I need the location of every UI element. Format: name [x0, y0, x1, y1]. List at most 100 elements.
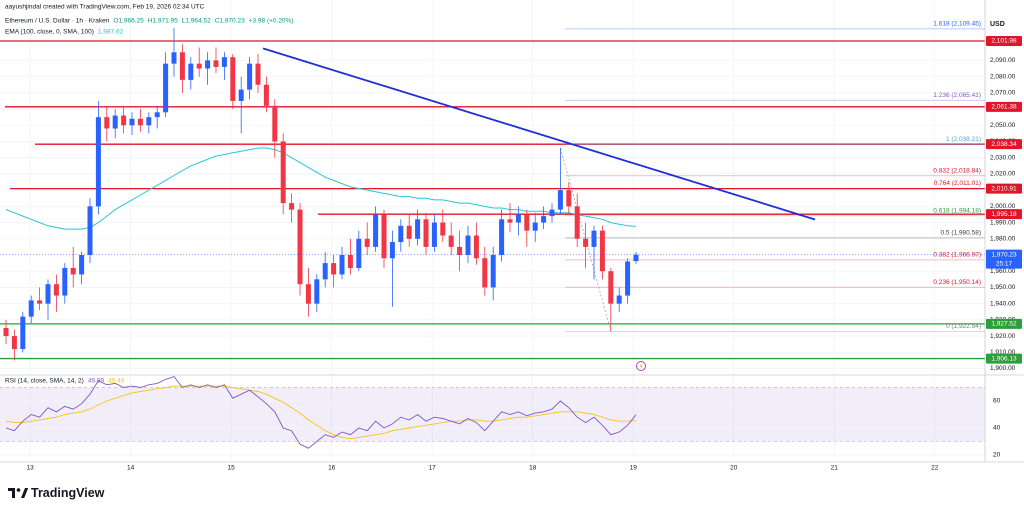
candle-body — [11, 336, 17, 350]
candle-body — [423, 219, 429, 247]
x-tick-label: 21 — [831, 465, 839, 472]
y-tick-label: 2,050.00 — [990, 122, 1016, 129]
y-tick-label: 1,960.00 — [990, 268, 1016, 275]
ohlc-label: C1,970.23 — [215, 18, 245, 25]
level-tag-label: 2,038.34 — [991, 141, 1017, 148]
candle-body — [129, 118, 135, 126]
candle-body — [406, 225, 412, 239]
level-tag-label: 1,995.18 — [991, 211, 1017, 218]
ema-value: 1,987.62 — [98, 29, 124, 36]
candle-body — [112, 115, 118, 129]
candle-body — [53, 284, 59, 296]
level-tag — [986, 353, 1022, 364]
currency: USD — [990, 21, 1005, 28]
y-tick-label: 1,940.00 — [990, 300, 1016, 307]
ohlc-label: H1,971.95 — [148, 18, 178, 25]
level-tag-label: 2,010.91 — [991, 185, 1017, 192]
rsi-legend: RSI (14, close, SMA, 14, 2) — [5, 378, 84, 385]
candle-body — [104, 117, 110, 129]
level-tag — [986, 35, 1022, 46]
x-tick-label: 18 — [529, 465, 537, 472]
y-tick-label: 1,910.00 — [990, 349, 1016, 356]
candle-body — [625, 261, 631, 296]
candle-body — [473, 235, 479, 259]
candle-body — [499, 219, 505, 255]
y-tick-label: 2,020.00 — [990, 171, 1016, 178]
rsi-value: 49.89 — [88, 378, 105, 385]
candle-body — [373, 214, 379, 247]
candle-body — [230, 57, 236, 101]
trendline — [262, 47, 816, 221]
candle-body — [297, 209, 303, 285]
y-tick-label: 1,990.00 — [990, 219, 1016, 226]
fib-label: 1.236 (2,065.41) — [933, 92, 981, 99]
candle-body — [566, 190, 572, 207]
candle-body — [591, 230, 597, 247]
candle-body — [137, 118, 143, 126]
x-tick-label: 14 — [127, 465, 135, 472]
fib-label: 0.764 (2,011.01) — [934, 180, 981, 187]
candle-body — [255, 63, 261, 85]
candle-body — [62, 267, 68, 296]
price-tag — [986, 249, 1022, 269]
candle-body — [188, 63, 194, 80]
level-tag — [986, 101, 1022, 112]
candle-body — [247, 63, 253, 90]
candle-body — [146, 117, 152, 126]
rsi-sma-value: 45.46 — [108, 378, 125, 385]
candle-body — [3, 327, 9, 337]
level-tag-label: 2,101.98 — [991, 38, 1017, 45]
candle-body — [205, 60, 211, 69]
x-tick-label: 20 — [730, 465, 738, 472]
symbol: Ethereum / U.S. Dollar · 1h · Kraken — [5, 18, 110, 25]
candle-body — [87, 206, 93, 255]
ohlc-label: +3.98 (+0.20%) — [249, 18, 294, 25]
candle-body — [272, 105, 278, 142]
y-tick-label: 1,920.00 — [990, 333, 1016, 340]
candle-body — [179, 52, 185, 80]
candle-body — [280, 141, 286, 204]
rsi-tick-label: 40 — [993, 425, 1001, 432]
candle-body — [339, 255, 345, 275]
candle-body — [37, 300, 43, 304]
x-tick-label: 22 — [931, 465, 939, 472]
ema-legend: EMA (100, close, 0, SMA, 100) — [5, 29, 94, 36]
candle-body — [633, 254, 639, 262]
logo-mark — [16, 488, 21, 492]
grid — [0, 0, 985, 460]
candle-body — [213, 60, 219, 67]
ema-line — [5, 147, 637, 230]
candle-body — [608, 271, 614, 304]
rsi-band — [0, 387, 985, 442]
y-tick-label: 1,900.00 — [990, 365, 1016, 372]
candle-body — [524, 214, 530, 231]
level-tag — [986, 183, 1022, 194]
x-tick-label: 16 — [328, 465, 336, 472]
y-tick-label: 2,070.00 — [990, 90, 1016, 97]
candle-body — [557, 190, 563, 210]
level-tag-label: 1,906.13 — [991, 355, 1017, 362]
rsi-line — [5, 376, 637, 449]
y-tick-label: 2,000.00 — [990, 203, 1016, 210]
brand: TradingView — [31, 486, 105, 500]
x-tick-label: 19 — [630, 465, 638, 472]
candle-body — [448, 235, 454, 247]
candle-body — [171, 52, 177, 64]
x-tick-label: 17 — [429, 465, 437, 472]
level-tag — [986, 139, 1022, 150]
candle-body — [381, 214, 387, 259]
candle-body — [263, 84, 269, 106]
candle-body — [95, 117, 101, 207]
fib-label: 0.618 (1,994.18) — [933, 208, 981, 215]
candle-body — [431, 222, 437, 247]
logo-mark — [21, 488, 29, 498]
watermark: aayushjindal created with TradingView.co… — [5, 4, 205, 11]
candle-body — [289, 203, 295, 210]
candle-body — [314, 279, 320, 304]
candle-body — [20, 316, 26, 350]
candle-body — [507, 219, 513, 223]
candle-body — [541, 216, 547, 223]
